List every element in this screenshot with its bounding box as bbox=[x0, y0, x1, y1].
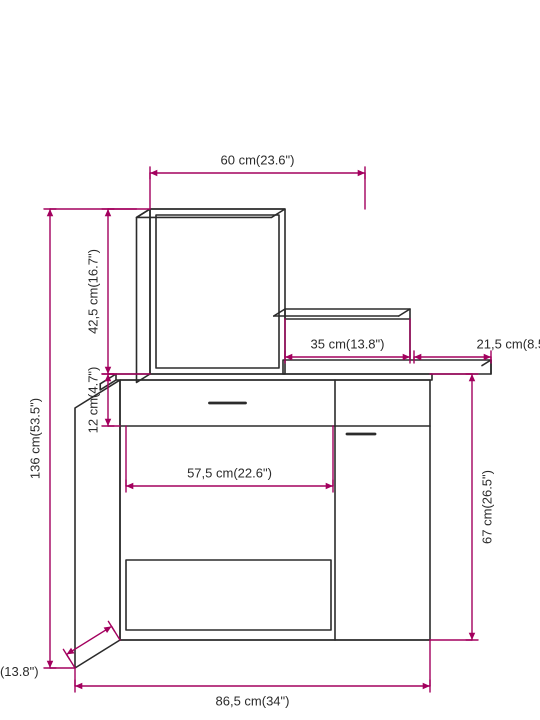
dim-open-57_5: 57,5 cm(22.6") bbox=[126, 426, 333, 492]
dim-mirror-height-label: 42,5 cm(16.7") bbox=[85, 249, 100, 334]
dimensions-layer: 136 cm(53.5") 42,5 cm(16.7") 60 cm(23.6") 3… bbox=[0, 152, 540, 708]
dim-drawer-12-label: 12 cm(4.7") bbox=[85, 367, 100, 434]
dim-drawer-12: 12 cm(4.7") bbox=[85, 367, 120, 434]
dim-mirror-width: 60 cm(23.6") bbox=[150, 152, 365, 209]
dim-shelf-21_5: 21,5 cm(8.5") bbox=[414, 336, 540, 363]
dim-height-total-label: 136 cm(53.5") bbox=[27, 398, 42, 479]
dim-open-57_5-label: 57,5 cm(22.6") bbox=[187, 465, 272, 480]
dim-mirror-height: 42,5 cm(16.7") bbox=[85, 209, 150, 374]
dim-cab-67: 67 cm(26.5") bbox=[430, 374, 494, 640]
dim-shelf-35-label: 35 cm(13.8") bbox=[311, 336, 385, 351]
dim-base-86_5-label: 86,5 cm(34") bbox=[216, 693, 290, 708]
dim-mirror-width-label: 60 cm(23.6") bbox=[221, 152, 295, 167]
dim-depth-35-label: 35 cm(13.8") bbox=[0, 664, 39, 679]
dim-shelf-35: 35 cm(13.8") bbox=[285, 319, 410, 363]
furniture-drawing bbox=[75, 209, 491, 668]
dim-depth-35: 35 cm(13.8") bbox=[0, 621, 120, 679]
dim-shelf-21_5-label: 21,5 cm(8.5") bbox=[477, 336, 540, 351]
dim-base-86_5: 86,5 cm(34") bbox=[75, 640, 430, 708]
dim-cab-67-label: 67 cm(26.5") bbox=[479, 470, 494, 544]
